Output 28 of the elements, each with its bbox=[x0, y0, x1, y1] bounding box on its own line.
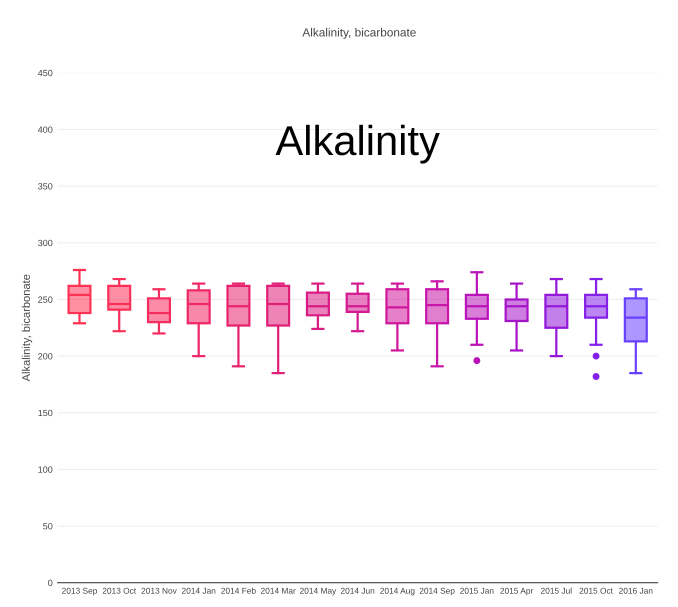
x-tick-label: 2015 Jul bbox=[541, 588, 572, 594]
x-tick-label: 2015 Oct bbox=[580, 588, 613, 594]
y-tick-label: 250 bbox=[38, 296, 52, 303]
y-tick-label: 100 bbox=[38, 466, 52, 473]
x-tick-label: 2014 Feb bbox=[221, 588, 256, 594]
y-tick-label: 0 bbox=[48, 580, 52, 586]
y-tick-label: 50 bbox=[43, 523, 52, 530]
x-tick-label: 2014 Sep bbox=[420, 588, 455, 596]
x-tick-label: 2016 Jan bbox=[619, 588, 652, 594]
y-tick-label: 150 bbox=[38, 410, 52, 416]
y-axis-title: Alkalinity, bicarbonate bbox=[22, 274, 32, 382]
x-tick-label: 2014 Mar bbox=[260, 588, 296, 594]
x-tick-label: 2015 Jan bbox=[460, 588, 494, 594]
x-tick-label: 2015 Apr bbox=[500, 588, 534, 596]
x-tick-label: 2014 Aug bbox=[380, 588, 414, 596]
x-tick-label: 2014 May bbox=[300, 588, 336, 596]
x-tick-label: 2013 Sep bbox=[62, 588, 97, 596]
x-tick-label: 2014 Jun bbox=[340, 588, 374, 594]
y-tick-label: 450 bbox=[38, 70, 52, 76]
y-tick-label: 350 bbox=[38, 183, 52, 190]
annotation: Alkalinity bbox=[276, 124, 440, 164]
y-tick-label: 200 bbox=[38, 353, 52, 360]
y-tick-label: 300 bbox=[38, 240, 52, 246]
x-tick-label: 2014 Jan bbox=[182, 588, 216, 594]
y-tick-label: 400 bbox=[38, 126, 52, 133]
x-tick-label: 2013 Oct bbox=[102, 588, 136, 594]
chart-title: Alkalinity, bicarbonate bbox=[302, 28, 416, 39]
x-tick-label: 2013 Nov bbox=[142, 588, 177, 594]
